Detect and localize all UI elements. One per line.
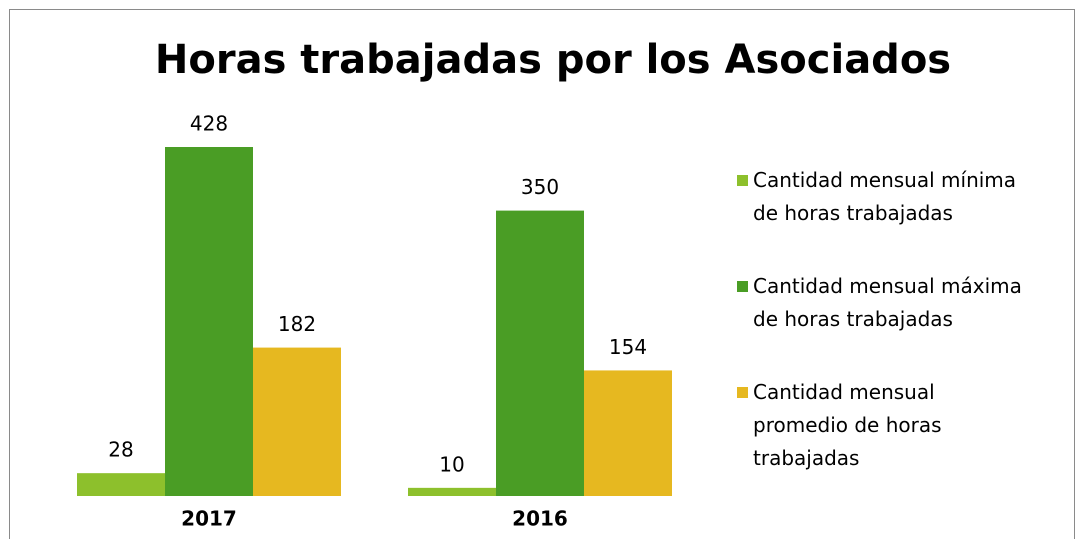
data-label: 428 — [190, 112, 228, 136]
legend-swatch — [737, 281, 748, 292]
bar — [77, 473, 165, 496]
data-label: 154 — [609, 335, 647, 359]
legend-item: Cantidad mensual máxima de horas trabaja… — [737, 270, 1031, 336]
bar — [165, 147, 253, 496]
legend-item: Cantidad mensual promedio de horas traba… — [737, 376, 1031, 475]
legend-swatch — [737, 175, 748, 186]
bar — [496, 210, 584, 497]
data-label: 10 — [439, 452, 464, 476]
legend-label: Cantidad mensual máxima de horas trabaja… — [753, 274, 1022, 331]
legend: Cantidad mensual mínima de horas trabaja… — [737, 164, 1031, 475]
data-label: 182 — [278, 312, 316, 336]
legend-label: Cantidad mensual mínima de horas trabaja… — [753, 168, 1017, 225]
legend-item: Cantidad mensual mínima de horas trabaja… — [737, 164, 1031, 230]
bar — [584, 370, 672, 496]
data-label: 350 — [521, 175, 559, 199]
x-tick-label: 2017 — [181, 507, 237, 531]
legend-label: Cantidad mensual promedio de horas traba… — [753, 380, 942, 470]
bar — [253, 347, 341, 496]
data-label: 28 — [108, 438, 133, 462]
x-tick-label: 2016 — [512, 507, 568, 531]
bar — [408, 487, 496, 496]
chart-title: Horas trabajadas por los Asociados — [155, 37, 951, 83]
chart-frame — [9, 9, 1075, 539]
legend-swatch — [737, 387, 748, 398]
